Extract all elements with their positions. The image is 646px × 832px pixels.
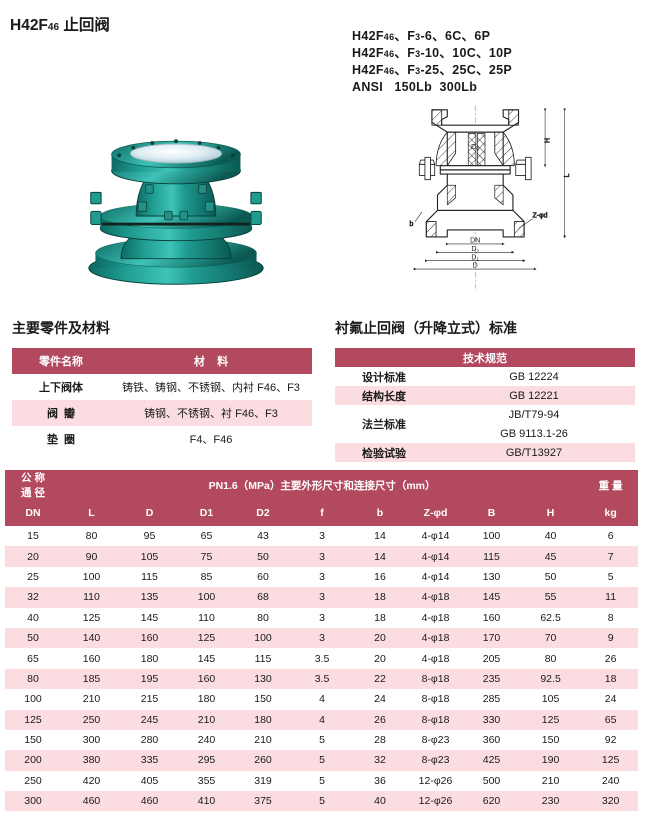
svg-text:Z-φd: Z-φd: [533, 212, 548, 219]
svg-text:DN: DN: [470, 238, 480, 245]
svg-text:L: L: [564, 173, 571, 177]
svg-text:D: D: [473, 263, 478, 270]
svg-text:H: H: [544, 138, 551, 143]
svg-text:b: b: [410, 221, 414, 228]
